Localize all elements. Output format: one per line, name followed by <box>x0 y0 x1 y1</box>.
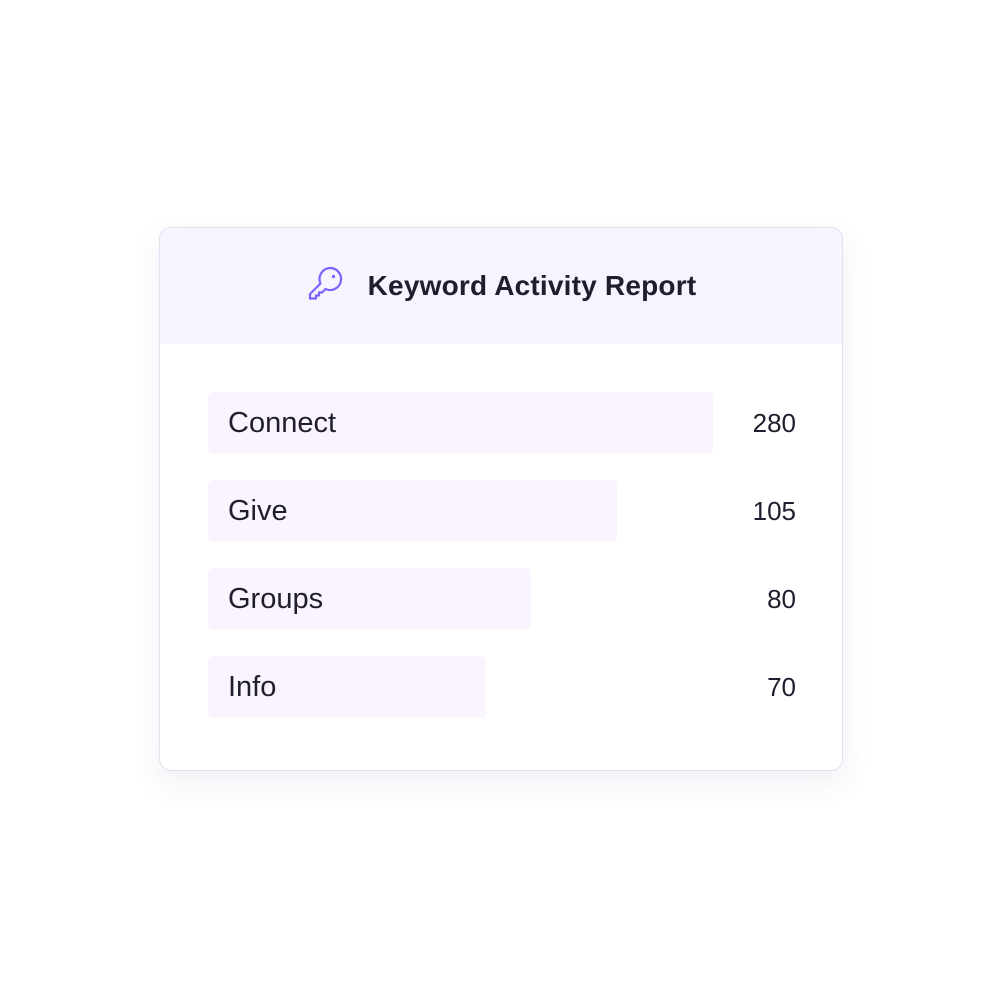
keyword-bar <box>208 656 486 718</box>
card-header: Keyword Activity Report <box>160 228 842 344</box>
keyword-row: Groups 80 <box>208 568 796 630</box>
key-icon <box>306 264 346 309</box>
keyword-bar <box>208 568 531 630</box>
keyword-bar <box>208 480 617 542</box>
keyword-label: Groups <box>228 583 324 615</box>
card-title: Keyword Activity Report <box>367 270 697 301</box>
keyword-row: Info 70 <box>208 656 796 718</box>
keyword-bar <box>208 392 713 454</box>
keyword-count: 280 <box>752 408 796 438</box>
keyword-report-card: Keyword Activity Report Connect 280 Give… <box>159 227 843 771</box>
keyword-row: Connect 280 <box>208 392 796 454</box>
keyword-count: 80 <box>767 584 796 614</box>
keyword-label: Connect <box>228 407 337 439</box>
keyword-label: Give <box>228 495 288 527</box>
keyword-count: 70 <box>767 672 796 702</box>
keyword-label: Info <box>228 671 277 703</box>
keyword-count: 105 <box>752 496 796 526</box>
keyword-row: Give 105 <box>208 480 796 542</box>
